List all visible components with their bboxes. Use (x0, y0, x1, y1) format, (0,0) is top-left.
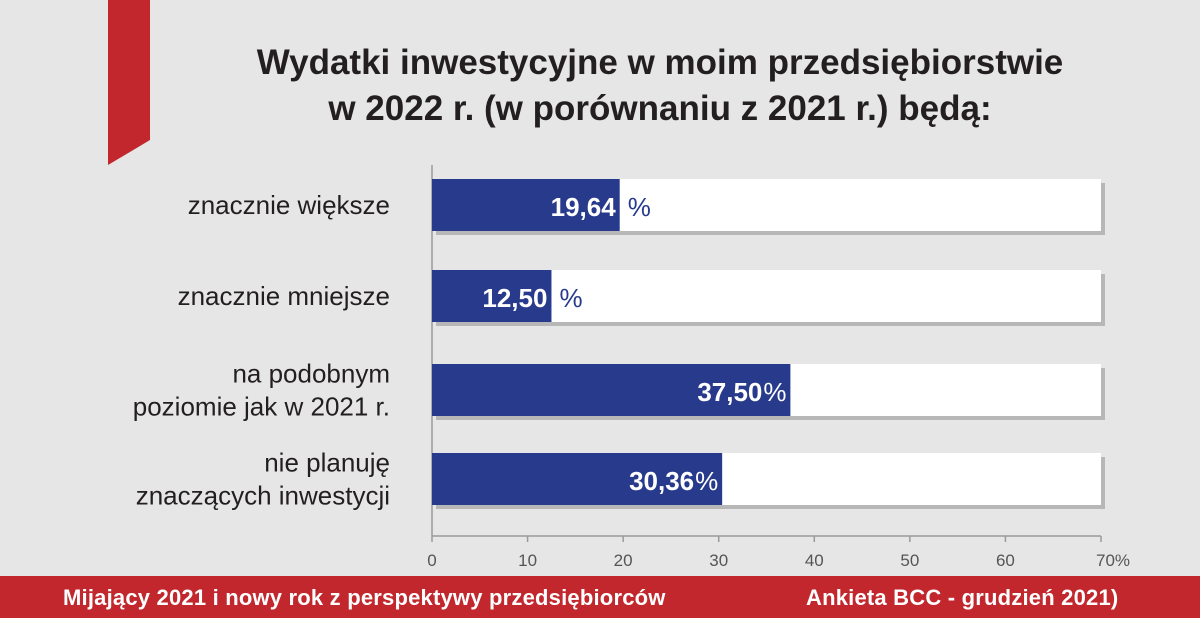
x-tick-label: 0 (427, 551, 436, 570)
footer-survey-label: Ankieta BCC - grudzień 2021) (806, 585, 1119, 610)
bar-value-percent-sign: % (695, 466, 718, 496)
category-label: na podobnym (232, 359, 390, 389)
bar (432, 179, 620, 231)
category-label: znacznie większe (188, 190, 390, 220)
x-tick-label: 50 (900, 551, 919, 570)
footer-source-title: Mijający 2021 i nowy rok z perspektywy p… (63, 585, 666, 610)
category-label: poziomie jak w 2021 r. (133, 392, 390, 422)
category-label: nie planuję (264, 448, 390, 478)
category-label: znacznie mniejsze (178, 281, 390, 311)
bar-value-label: 12,50 (482, 283, 547, 313)
bar-chart: 0 10 20 30 40 50 60 70% 19,64 % znacznie większe 12… (133, 165, 1130, 570)
x-tick-label: 70% (1096, 551, 1130, 570)
bar (432, 453, 723, 505)
bar-value-label: 37,50 (697, 377, 762, 407)
bar-value-label: 19,64 (551, 192, 617, 222)
category-label: znaczących inwestycji (136, 481, 390, 511)
bar-value-label: 30,36 (629, 466, 694, 496)
chart-title-line-2: w 2022 r. (w porównaniu z 2021 r.) będą: (328, 89, 992, 128)
bar (432, 270, 552, 322)
x-tick-label: 60 (996, 551, 1015, 570)
footer-bar: Mijający 2021 i nowy rok z perspektywy p… (0, 576, 1200, 618)
chart-title: Wydatki inwestycyjne w moim przedsiębior… (160, 40, 1160, 132)
x-tick-label: 10 (518, 551, 537, 570)
x-tick-label: 20 (614, 551, 633, 570)
bar (432, 364, 791, 416)
chart-title-line-1: Wydatki inwestycyjne w moim przedsiębior… (256, 43, 1064, 82)
bar-value-percent-sign: % (763, 377, 786, 407)
bar-value-percent-sign: % (628, 192, 651, 222)
x-tick-label: 30 (709, 551, 728, 570)
x-tick-label: 40 (805, 551, 824, 570)
corner-ribbon (108, 0, 150, 165)
bar-value-percent-sign: % (559, 283, 582, 313)
